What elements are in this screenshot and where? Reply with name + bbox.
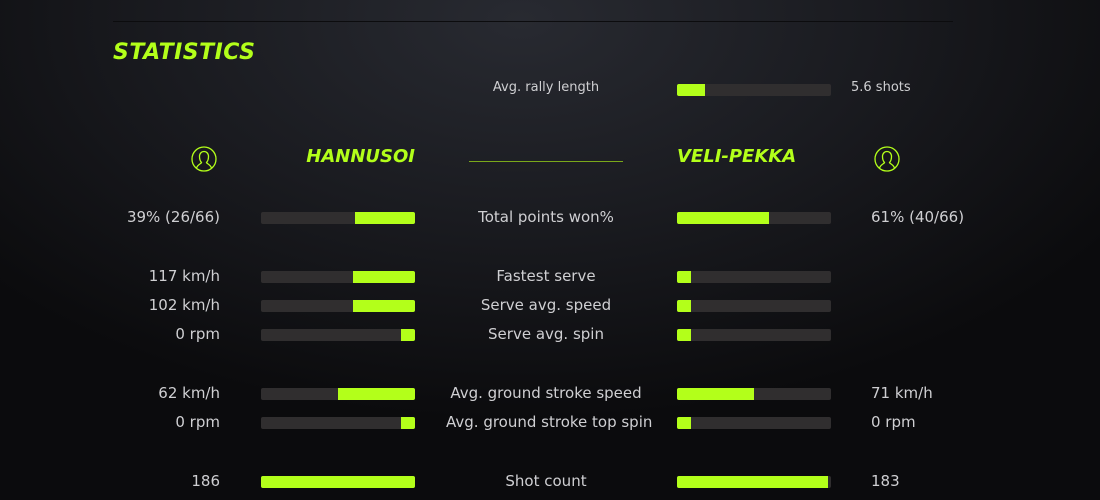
left-value: 0 rpm	[175, 325, 220, 343]
right-bar-fill	[677, 388, 754, 400]
stat-row: 117 km/h Fastest serve	[0, 267, 1100, 287]
right-bar	[677, 329, 831, 341]
right-bar-fill	[677, 476, 828, 488]
right-value: 183	[871, 472, 900, 490]
left-value: 102 km/h	[148, 296, 220, 314]
stat-label: Serve avg. spin	[488, 325, 604, 343]
right-bar	[677, 271, 831, 283]
rally-bar	[677, 84, 831, 96]
left-bar	[261, 329, 415, 341]
left-bar-fill	[353, 300, 415, 312]
left-bar-fill	[338, 388, 415, 400]
player-left-name: HANNUSOI	[306, 146, 415, 167]
right-bar	[677, 417, 831, 429]
right-bar-fill	[677, 329, 691, 341]
stat-label: Avg. ground stroke speed	[450, 384, 642, 402]
left-bar	[261, 388, 415, 400]
left-bar	[261, 476, 415, 488]
right-bar-fill	[677, 271, 691, 283]
right-value: 0 rpm	[871, 413, 916, 431]
right-bar	[677, 300, 831, 312]
user-circle-icon	[191, 146, 217, 172]
left-value: 117 km/h	[148, 267, 220, 285]
left-bar-fill	[261, 476, 415, 488]
stat-label: Shot count	[505, 472, 587, 490]
stat-row: 62 km/h Avg. ground stroke speed 71 km/h	[0, 384, 1100, 404]
stat-row: 39% (26/66) Total points won% 61% (40/66…	[0, 208, 1100, 228]
left-bar	[261, 271, 415, 283]
right-bar	[677, 212, 831, 224]
stat-label: Avg. ground stroke top spin	[446, 413, 653, 431]
left-value: 0 rpm	[175, 413, 220, 431]
stat-label: Total points won%	[478, 208, 614, 226]
left-bar-fill	[401, 417, 415, 429]
rally-row: Avg. rally length 5.6 shots	[0, 80, 1100, 100]
right-bar-fill	[677, 417, 691, 429]
left-bar	[261, 417, 415, 429]
right-value: 71 km/h	[871, 384, 933, 402]
stat-row: 0 rpm Avg. ground stroke top spin 0 rpm	[0, 413, 1100, 433]
page-title: STATISTICS	[113, 40, 256, 65]
right-bar	[677, 388, 831, 400]
left-value: 186	[191, 472, 220, 490]
stat-label: Fastest serve	[496, 267, 596, 285]
right-bar-fill	[677, 300, 691, 312]
separator-line	[469, 161, 623, 162]
user-circle-icon	[874, 146, 900, 172]
rally-label: Avg. rally length	[492, 80, 600, 95]
stat-row: 186 Shot count 183	[0, 472, 1100, 492]
left-value: 39% (26/66)	[126, 208, 220, 226]
stat-row: 102 km/h Serve avg. speed	[0, 296, 1100, 316]
left-bar-fill	[354, 212, 415, 224]
right-bar-fill	[677, 212, 770, 224]
player-right-name: VELI-PEKKA	[677, 146, 797, 167]
right-value: 61% (40/66)	[871, 208, 965, 226]
rally-bar-fill	[677, 84, 705, 96]
left-value: 62 km/h	[158, 384, 220, 402]
rally-value: 5.6 shots	[851, 80, 911, 95]
stat-row: 0 rpm Serve avg. spin	[0, 325, 1100, 345]
left-bar	[261, 212, 415, 224]
stat-label: Serve avg. speed	[480, 296, 612, 314]
left-bar-fill	[353, 271, 415, 283]
left-bar	[261, 300, 415, 312]
divider	[113, 21, 953, 22]
left-bar-fill	[401, 329, 415, 341]
right-bar	[677, 476, 831, 488]
